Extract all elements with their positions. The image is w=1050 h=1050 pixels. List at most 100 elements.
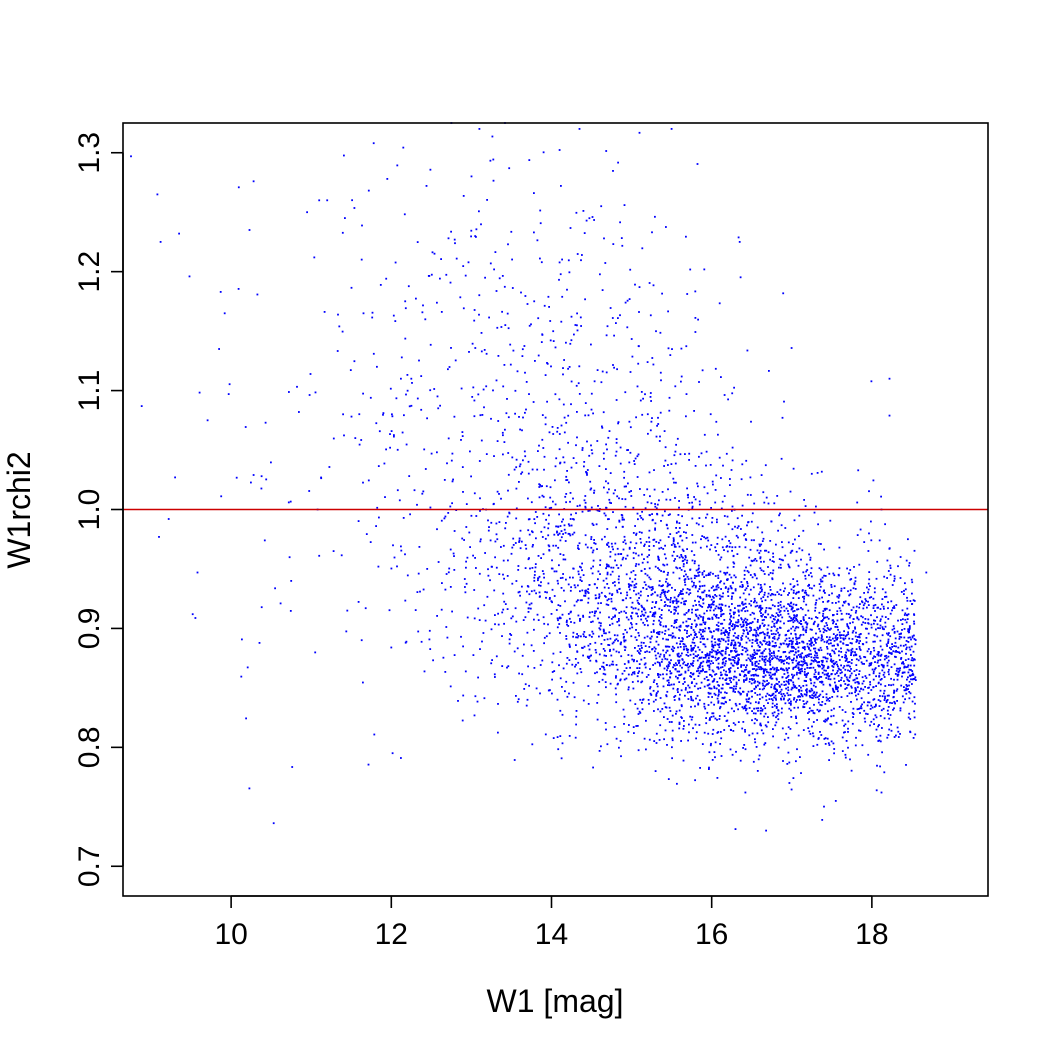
data-point [646,488,649,491]
data-point [847,731,849,733]
data-point [733,670,736,673]
data-point [783,590,785,593]
data-point [640,644,643,647]
data-point [859,649,862,651]
data-point [905,684,908,686]
data-point [698,648,701,651]
data-point [699,687,702,689]
data-point [506,575,509,577]
data-point [709,595,712,598]
data-point [803,673,806,676]
data-point [881,626,884,629]
data-point [810,637,812,640]
data-point [714,641,717,644]
data-point [595,610,597,613]
data-point [683,603,686,605]
data-point [717,701,720,704]
data-point [787,541,790,544]
data-point [589,659,592,662]
data-point [826,627,829,629]
data-point [735,624,738,627]
data-point [774,656,777,659]
data-point [651,601,654,603]
data-point [496,538,499,541]
data-point [614,639,616,642]
data-point [793,610,796,612]
data-point [682,550,685,552]
data-point [700,615,702,618]
data-point [740,666,742,668]
data-point [771,620,774,623]
data-point [795,700,797,703]
data-point [823,720,825,722]
data-point [723,495,726,497]
data-point [824,592,826,594]
data-point [756,668,758,671]
data-point [869,681,871,683]
data-point [615,450,618,453]
data-point [823,629,826,631]
data-point [805,689,807,692]
data-point [828,700,831,702]
data-point [853,678,856,681]
data-point [693,631,696,633]
data-point [730,620,732,622]
data-point [785,643,788,646]
data-point [816,654,819,657]
data-point [864,720,867,723]
data-point [575,644,577,646]
data-point [807,712,809,714]
data-point [673,608,676,611]
data-point [784,634,787,637]
data-point [658,547,661,550]
data-point [800,772,802,774]
data-point [753,597,756,600]
data-point [604,649,606,652]
data-point [655,640,658,643]
data-point [469,450,471,453]
data-point [784,527,787,529]
data-point [890,723,892,726]
data-point [801,652,804,655]
data-point [774,672,776,675]
data-point [773,667,776,670]
data-point [684,453,686,455]
data-point [693,410,695,412]
data-point [899,633,902,635]
data-point [714,546,717,549]
data-point [649,314,652,317]
data-point [634,457,637,460]
data-point [823,805,825,808]
data-point [868,701,871,704]
data-point [714,717,717,720]
data-point [424,468,427,470]
data-point [691,662,694,664]
data-point [792,543,794,545]
data-point [637,680,639,683]
data-point [812,732,814,735]
data-point [692,673,695,676]
data-point [669,598,672,601]
data-point [690,718,693,721]
data-point [546,591,548,594]
data-point [712,728,715,731]
data-point [816,708,819,711]
data-point [856,616,859,619]
data-point [810,666,812,669]
data-point [820,634,823,637]
data-point [845,676,848,679]
data-point [893,631,896,634]
data-point [709,673,711,676]
data-point [822,601,824,603]
data-point [715,588,718,591]
data-point [729,667,732,669]
data-point [876,623,879,626]
data-point [732,659,735,661]
data-point [630,673,633,676]
data-point [521,471,524,474]
data-point [904,659,907,661]
data-point [606,325,609,328]
data-point [894,655,896,658]
data-point [810,617,813,620]
data-point [584,414,587,417]
